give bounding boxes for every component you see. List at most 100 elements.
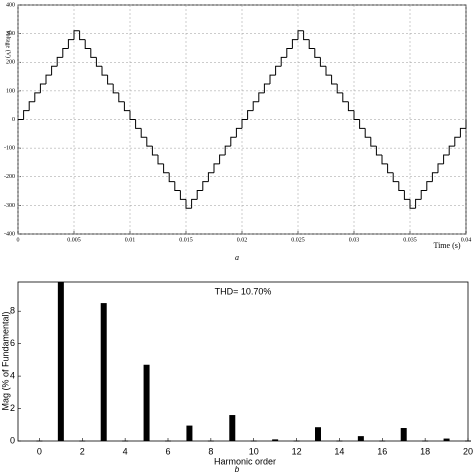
bar (336, 440, 343, 442)
step-segment (375, 146, 382, 156)
bar (379, 440, 386, 442)
bar (250, 440, 257, 442)
bar (422, 440, 429, 442)
bar (186, 425, 193, 441)
step-segment (129, 110, 136, 120)
step-segment (51, 65, 58, 76)
step-segment (241, 119, 248, 129)
step-segment (459, 127, 466, 138)
x-tick-label: 2 (80, 446, 85, 456)
bar (100, 303, 107, 441)
step-segment (347, 101, 354, 112)
step-segment (353, 110, 360, 120)
step-segment (308, 39, 315, 50)
y-tick-label: 4 (10, 370, 15, 380)
bar (293, 440, 300, 442)
step-segment (314, 48, 321, 58)
x-tick-label: 0.025 (291, 237, 305, 243)
step-segment (219, 154, 226, 164)
step-segment (230, 136, 237, 147)
step-segment (34, 92, 41, 102)
step-segment (146, 137, 153, 147)
bar (357, 436, 364, 441)
bar (57, 282, 64, 441)
step-segment (213, 163, 220, 173)
step-segment (123, 101, 130, 112)
step-segment (415, 198, 422, 209)
step-segment (151, 146, 158, 156)
step-segment (387, 163, 394, 174)
x-tick-label: 18 (420, 446, 430, 456)
step-segment (381, 154, 388, 165)
step-segment (303, 30, 310, 41)
bar (443, 438, 450, 441)
x-tick-label: 0.03 (349, 237, 360, 243)
x-tick-label: 0.015 (179, 237, 193, 243)
caption: b (235, 465, 240, 472)
y-tick-label: 400 (6, 2, 15, 8)
step-segment (426, 181, 433, 191)
step-segment (398, 181, 405, 191)
step-segment (28, 101, 35, 111)
step-segment (409, 199, 416, 209)
caption: a (235, 253, 239, 262)
y-tick-label: 0 (10, 435, 15, 445)
step-segment (62, 48, 69, 58)
step-segment (207, 172, 214, 182)
step-segment (319, 57, 326, 67)
step-segment (392, 172, 399, 183)
step-segment (263, 83, 270, 93)
y-tick-label: 100 (6, 88, 15, 94)
x-tick-label: 20 (463, 446, 473, 456)
bar (36, 440, 43, 442)
x-tick-label: 0 (37, 446, 42, 456)
step-segment (286, 48, 293, 58)
plot-frame (17, 281, 469, 442)
step-segment (112, 84, 119, 94)
step-segment (179, 190, 186, 200)
step-segment (95, 57, 102, 67)
step-segment (23, 110, 30, 120)
step-segment (67, 39, 74, 49)
step-segment (370, 137, 377, 147)
x-tick-label: 6 (165, 446, 170, 456)
step-segment (39, 83, 46, 93)
step-segment (107, 75, 114, 85)
bar (315, 427, 321, 441)
bar (165, 440, 171, 442)
x-tick-label: 0.02 (237, 237, 248, 243)
step-segment (431, 172, 438, 182)
step-segment (291, 39, 298, 49)
step-segment (196, 189, 203, 200)
step-segment (101, 66, 108, 76)
step-segment (342, 92, 349, 103)
y-tick-label: 200 (6, 60, 15, 66)
step-segment (364, 128, 371, 138)
y-axis-label: Mag (% of Fundamental) (0, 311, 10, 410)
x-tick-label: 14 (334, 446, 344, 456)
step-segment (168, 172, 175, 183)
step-segment (297, 30, 304, 40)
step-segment (185, 199, 192, 209)
step-segment (359, 119, 366, 129)
chart-title: THD= 10.70% (215, 286, 272, 296)
y-tick-label: 8 (10, 306, 15, 316)
step-segment (280, 56, 287, 67)
y-tick-label: -200 (4, 174, 15, 180)
step-segment (420, 189, 427, 200)
step-segment (258, 92, 265, 102)
y-tick-label: -400 (4, 231, 15, 237)
step-segment (403, 190, 410, 200)
bar (229, 415, 236, 441)
step-segment (118, 92, 125, 103)
step-segment (163, 163, 170, 174)
panel-b: THD= 10.70% Mag (% of Fundamental) Harmo… (0, 281, 473, 472)
x-tick-label: 0.04 (461, 237, 472, 243)
step-segment (275, 65, 282, 76)
bar (79, 440, 86, 442)
bar (122, 440, 129, 442)
step-segment (224, 145, 231, 155)
step-segment (90, 48, 97, 58)
bar (143, 364, 150, 441)
